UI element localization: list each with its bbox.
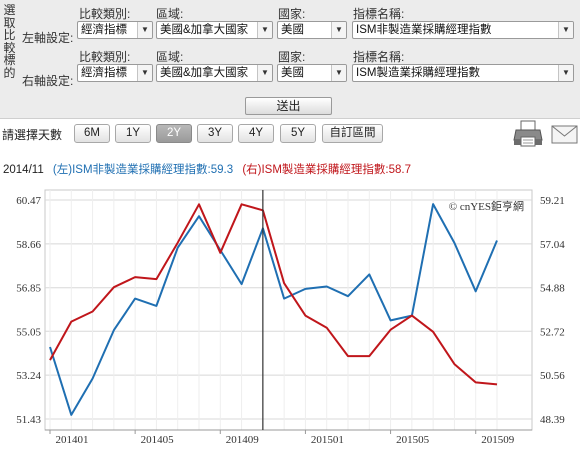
select-value: 經濟指標	[81, 67, 127, 79]
region-label: 區域:	[156, 50, 184, 64]
printer-icon[interactable]	[513, 120, 543, 148]
y-left-tick-label: 58.66	[16, 239, 41, 251]
right-compare-type-select[interactable]: 經濟指標 ▼	[77, 64, 153, 82]
select-value: 美國&加拿大國家	[160, 67, 249, 79]
y-right-tick-label: 57.04	[540, 239, 565, 251]
line-chart: 51.43 53.24 55.05 56.85 58.66 60.47 48.39 50.56…	[16, 189, 565, 446]
range-button-1y[interactable]: 1Y	[115, 124, 151, 143]
range-button-6m[interactable]: 6M	[74, 124, 110, 143]
select-value: ISM製造業採購經理指數	[356, 67, 480, 79]
side-title: 選 取 比 較 標 的	[3, 4, 16, 79]
chevron-down-icon: ▼	[137, 65, 152, 81]
chevron-down-icon: ▼	[257, 65, 272, 81]
submit-button[interactable]: 送出	[245, 97, 332, 115]
range-button-3y[interactable]: 3Y	[197, 124, 233, 143]
legend-right-series: (右)ISM製造業採購經理指數:58.7	[242, 164, 411, 176]
y-left-tick-label: 53.24	[16, 370, 41, 382]
y-left-tick-label: 55.05	[16, 326, 41, 338]
side-title-char: 取	[3, 15, 16, 30]
series-line-left	[49, 203, 498, 416]
country-label: 國家:	[278, 7, 306, 21]
x-tick-label: 201501	[311, 434, 344, 446]
y-left-tick-label: 60.47	[16, 195, 41, 207]
chart-watermark: © cnYES鉅亨網	[449, 199, 524, 213]
y-left-tick-label: 56.85	[16, 283, 41, 295]
chevron-down-icon: ▼	[257, 22, 272, 38]
x-tick-label: 201509	[481, 434, 515, 446]
left-axis-row: 左軸設定: 比較類別: 區域: 國家: 指標名稱: 經濟指標 ▼ 美國&加拿大國家…	[22, 0, 578, 50]
compare-settings-panel: 選 取 比 較 標 的 左軸設定: 比較類別: 區域: 國家: 指標名稱: 經濟…	[0, 0, 580, 119]
x-tick-label: 201409	[226, 434, 260, 446]
right-indicator-select[interactable]: ISM製造業採購經理指數 ▼	[352, 64, 574, 82]
left-axis-label: 左軸設定:	[22, 31, 74, 45]
right-axis-row: 右軸設定: 比較類別: 區域: 國家: 指標名稱: 經濟指標 ▼ 美國&加拿大國家…	[22, 43, 578, 93]
country-label: 國家:	[278, 50, 306, 64]
legend-date: 2014/11	[3, 164, 44, 176]
compare-type-label: 比較類別:	[79, 7, 131, 21]
y-right-tick-label: 48.39	[540, 414, 565, 426]
chart-legend: 2014/11 (左)ISM非製造業採購經理指數:59.3 (右)ISM製造業採…	[3, 161, 417, 177]
left-country-select[interactable]: 美國 ▼	[277, 21, 347, 39]
range-button-4y[interactable]: 4Y	[238, 124, 274, 143]
select-value: 美國	[281, 24, 304, 36]
plot-area	[44, 189, 533, 431]
chevron-down-icon: ▼	[331, 22, 346, 38]
x-tick-label: 201505	[396, 434, 430, 446]
x-tick-label: 201401	[56, 434, 89, 446]
select-value: ISM非製造業採購經理指數	[356, 24, 492, 36]
select-value: 美國&加拿大國家	[160, 24, 249, 36]
indicator-label: 指標名稱:	[353, 7, 405, 21]
x-tick-label: 201405	[141, 434, 175, 446]
chevron-down-icon: ▼	[331, 65, 346, 81]
chevron-down-icon: ▼	[137, 22, 152, 38]
mail-icon[interactable]	[551, 125, 578, 145]
indicator-label: 指標名稱:	[353, 50, 405, 64]
left-indicator-select[interactable]: ISM非製造業採購經理指數 ▼	[352, 21, 574, 39]
left-compare-type-select[interactable]: 經濟指標 ▼	[77, 21, 153, 39]
range-label: 請選擇天數	[2, 128, 63, 142]
y-left-tick-label: 51.43	[16, 414, 41, 426]
select-value: 美國	[281, 67, 304, 79]
side-title-char: 的	[3, 65, 16, 80]
range-button-5y[interactable]: 5Y	[280, 124, 316, 143]
right-axis-label: 右軸設定:	[22, 74, 74, 88]
y-right-tick-label: 52.72	[540, 326, 565, 338]
y-right-tick-label: 59.21	[540, 195, 565, 207]
right-country-select[interactable]: 美國 ▼	[277, 64, 347, 82]
series-line-right	[49, 203, 498, 386]
chevron-down-icon: ▼	[558, 22, 573, 38]
legend-left-series: (左)ISM非製造業採購經理指數:59.3	[52, 164, 234, 176]
select-value: 經濟指標	[81, 24, 127, 36]
side-title-char: 標	[3, 53, 16, 67]
left-region-select[interactable]: 美國&加拿大國家 ▼	[156, 21, 273, 39]
compare-type-label: 比較類別:	[79, 50, 131, 64]
y-right-tick-label: 50.56	[540, 370, 565, 382]
region-label: 區域:	[156, 7, 184, 21]
range-button-custom[interactable]: 自訂區間	[322, 124, 383, 143]
right-region-select[interactable]: 美國&加拿大國家 ▼	[156, 64, 273, 82]
y-right-tick-label: 54.88	[540, 283, 565, 295]
side-title-char: 比	[3, 28, 16, 42]
range-button-2y[interactable]: 2Y	[156, 124, 192, 143]
side-title-char: 選	[3, 3, 16, 17]
chevron-down-icon: ▼	[558, 65, 573, 81]
side-title-char: 較	[3, 40, 16, 55]
